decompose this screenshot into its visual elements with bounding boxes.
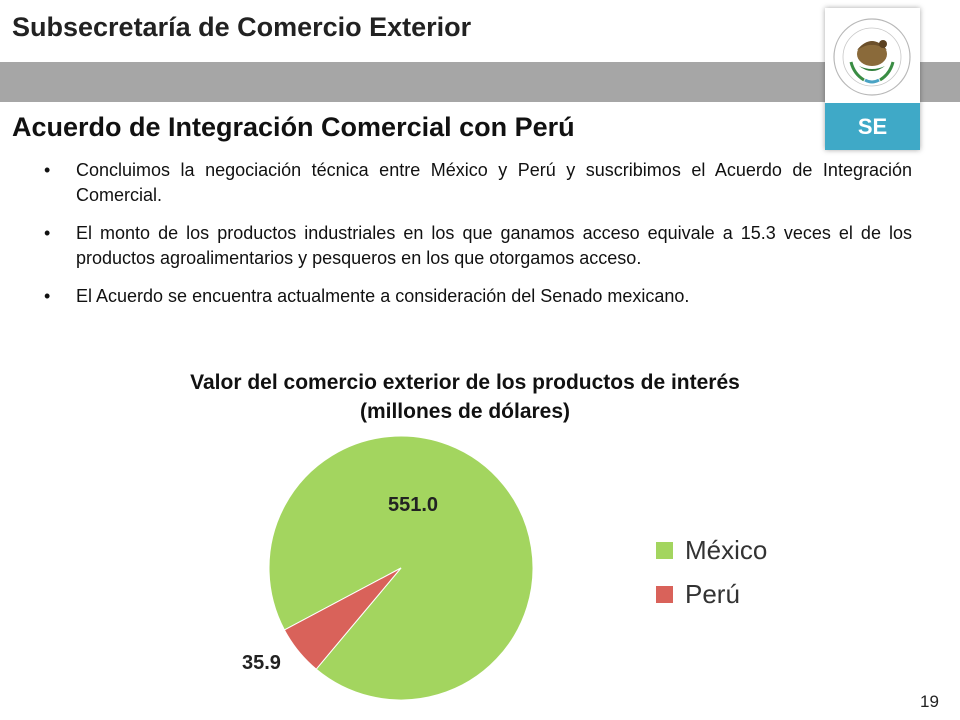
pie-slice-peru bbox=[283, 567, 402, 670]
legend-item-mexico: México bbox=[656, 528, 767, 572]
legend-swatch-peru bbox=[656, 585, 673, 603]
org-title: Subsecretaría de Comercio Exterior bbox=[12, 12, 472, 42]
bullet-item: El Acuerdo se encuentra actualmente a co… bbox=[42, 284, 912, 309]
bullet-list: Concluimos la negociación técnica entre … bbox=[42, 158, 912, 322]
data-label-peru: 35.9 bbox=[242, 652, 281, 674]
mexican-coat-of-arms-icon bbox=[833, 18, 911, 96]
bullet-item: El monto de los productos industriales e… bbox=[42, 221, 912, 271]
legend-swatch-mexico bbox=[656, 541, 673, 559]
chart-subtitle: (millones de dólares) bbox=[359, 400, 571, 423]
legend-label-peru: Perú bbox=[685, 578, 740, 609]
slide-title: Acuerdo de Integración Comercial con Per… bbox=[12, 112, 575, 142]
legend-label-mexico: México bbox=[685, 534, 768, 565]
header-band bbox=[0, 62, 960, 102]
bullet-item: Concluimos la negociación técnica entre … bbox=[42, 158, 912, 208]
legend: México Perú bbox=[656, 528, 767, 616]
chart-title: Valor del comercio exterior de los produ… bbox=[0, 368, 930, 426]
page-number: 19 bbox=[920, 692, 939, 711]
se-logo: SE bbox=[825, 8, 920, 150]
se-logo-band: SE bbox=[825, 103, 920, 150]
data-label-mexico: 551.0 bbox=[388, 494, 439, 516]
legend-item-peru: Perú bbox=[656, 572, 767, 616]
chart-title-line: Valor del comercio exterior de los produ… bbox=[190, 371, 740, 394]
